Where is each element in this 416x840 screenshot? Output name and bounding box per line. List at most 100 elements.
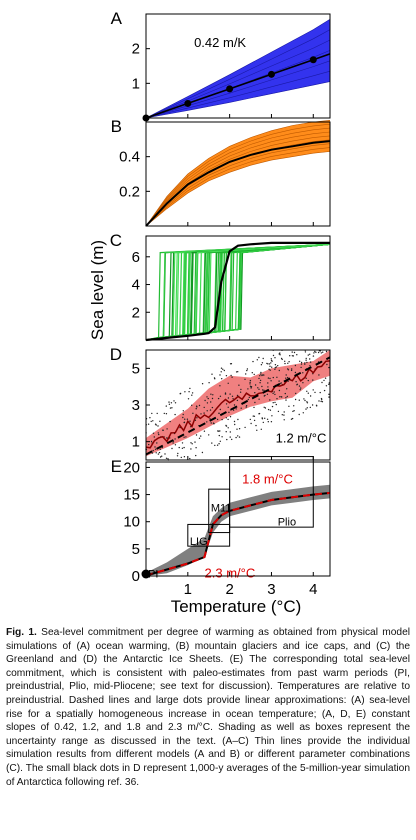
- y-tick-label: 0.2: [119, 183, 140, 200]
- panel-D-small-dot: [287, 380, 289, 382]
- panel-D-small-dot: [269, 369, 271, 371]
- panel-D-small-dot: [283, 419, 285, 421]
- panel-D-small-dot: [164, 453, 166, 455]
- panel-D-small-dot: [249, 418, 251, 421]
- panel-D-small-dot: [257, 387, 259, 389]
- panel-D-small-dot: [174, 402, 177, 404]
- panel-D-small-dot: [292, 355, 295, 357]
- panel-D-small-dot: [270, 380, 272, 382]
- panel-D-small-dot: [298, 413, 300, 416]
- panel-A-model-line: [145, 39, 331, 119]
- panel-D-small-dot: [191, 392, 194, 394]
- panel-D-small-dot: [280, 382, 282, 384]
- panel-D-small-dot: [312, 355, 315, 357]
- panel-A-dot: [184, 99, 192, 107]
- panel-D-small-dot: [259, 382, 261, 384]
- panel-D-small-dot: [285, 377, 287, 379]
- panel-D-small-dot: [240, 388, 242, 391]
- panel-D-small-dot: [153, 436, 155, 438]
- y-tick-label: 1: [132, 75, 140, 92]
- panel-D-small-dot: [263, 374, 265, 376]
- panel-D-small-dot: [150, 420, 152, 423]
- panel-D-small-dot: [271, 360, 273, 362]
- panel-D-small-dot: [212, 394, 214, 396]
- panel-D-small-dot: [233, 420, 236, 423]
- panel-D-small-dot: [267, 377, 270, 379]
- panel-D-small-dot: [298, 385, 301, 387]
- panel-B-model-line: [145, 123, 331, 227]
- panel-B-model-line: [145, 131, 331, 227]
- panel-D-small-dot: [300, 366, 302, 369]
- y-tick-label: 10: [123, 514, 140, 531]
- y-axis-label: Sea level (m): [88, 240, 107, 340]
- panel-D-mean-line: [145, 360, 331, 449]
- panel-D-small-dot: [230, 374, 232, 377]
- panel-D-small-dot: [307, 354, 309, 356]
- panel-D-small-dot: [240, 407, 242, 409]
- panel-D-small-dot: [166, 428, 168, 430]
- panel-D-small-dot: [209, 418, 211, 420]
- panel-D-small-dot: [221, 436, 223, 438]
- panel-D-small-dot: [305, 408, 307, 410]
- panel-D-small-dot: [315, 351, 317, 353]
- y-tick-label: 4: [132, 277, 140, 294]
- panel-D-small-dot: [302, 372, 304, 374]
- panel-D-small-dot: [152, 420, 154, 422]
- panel-D-small-dot: [221, 378, 223, 380]
- panel-D-small-dot: [262, 389, 264, 391]
- y-tick-label: 2: [132, 304, 140, 321]
- panel-D-small-dot: [318, 400, 320, 402]
- panel-D-small-dot: [305, 377, 307, 379]
- panel-D-small-dot: [169, 407, 172, 409]
- panel-D-small-dot: [288, 405, 290, 407]
- panel-D-small-dot: [206, 402, 209, 404]
- panel-D-small-dot: [325, 385, 328, 387]
- y-tick-label: 5: [132, 360, 140, 377]
- panel-D-small-dot: [165, 457, 168, 459]
- panel-D-small-dot: [200, 435, 202, 437]
- panel-D-small-dot: [253, 415, 256, 417]
- panel-D-small-dot: [206, 410, 208, 412]
- panel-D-small-dot: [235, 371, 238, 373]
- panel-D-small-dot: [269, 365, 271, 367]
- panel-D-small-dot: [183, 436, 185, 438]
- panel-D-small-dot: [180, 456, 182, 459]
- panel-D-small-dot: [229, 363, 232, 365]
- panel-D-small-dot: [251, 372, 253, 374]
- panel-D-small-dot: [227, 406, 229, 408]
- panel-D-small-dot: [275, 403, 277, 406]
- panel-D-small-dot: [289, 355, 291, 357]
- x-tick-label: 1: [184, 581, 192, 598]
- panel-D-small-dot: [195, 408, 197, 410]
- panel-B-model-line: [145, 127, 331, 227]
- panel-D-small-dot: [211, 397, 214, 400]
- panel-D-small-dot: [278, 380, 280, 382]
- panel-D-small-dot: [189, 387, 191, 390]
- x-tick-label: 3: [267, 581, 275, 598]
- panel-C-mean-line: [145, 241, 330, 342]
- panel-D-small-dot: [275, 366, 277, 368]
- panel-A-dot: [309, 56, 317, 64]
- panel-D-small-dot: [229, 416, 232, 418]
- panel-D-small-dot: [258, 398, 260, 400]
- panel-D-small-dot: [219, 395, 222, 397]
- panel-D-small-dot: [156, 442, 158, 444]
- panel-D-small-dot: [152, 432, 155, 434]
- panel-D-small-dot: [225, 403, 228, 405]
- panel-D-small-dot: [217, 430, 219, 432]
- panel-D-small-dot: [271, 415, 273, 417]
- panel-D-small-dot: [318, 374, 320, 376]
- panel-D-annotation: 1.2 m/°C: [276, 431, 327, 446]
- panel-D-small-dot: [309, 361, 312, 363]
- panel-D-small-dot: [274, 367, 276, 369]
- panel-D-small-dot: [259, 375, 261, 377]
- panel-D-small-dot: [284, 392, 286, 395]
- panel-D-small-dot: [223, 369, 225, 372]
- panel-D-small-dot: [284, 362, 286, 365]
- panel-D-small-dot: [270, 421, 273, 423]
- caption-label: Fig. 1.: [6, 627, 37, 638]
- panel-D-small-dot: [155, 424, 157, 426]
- panel-D-small-dot: [174, 438, 176, 440]
- panel-D-small-dot: [218, 412, 220, 414]
